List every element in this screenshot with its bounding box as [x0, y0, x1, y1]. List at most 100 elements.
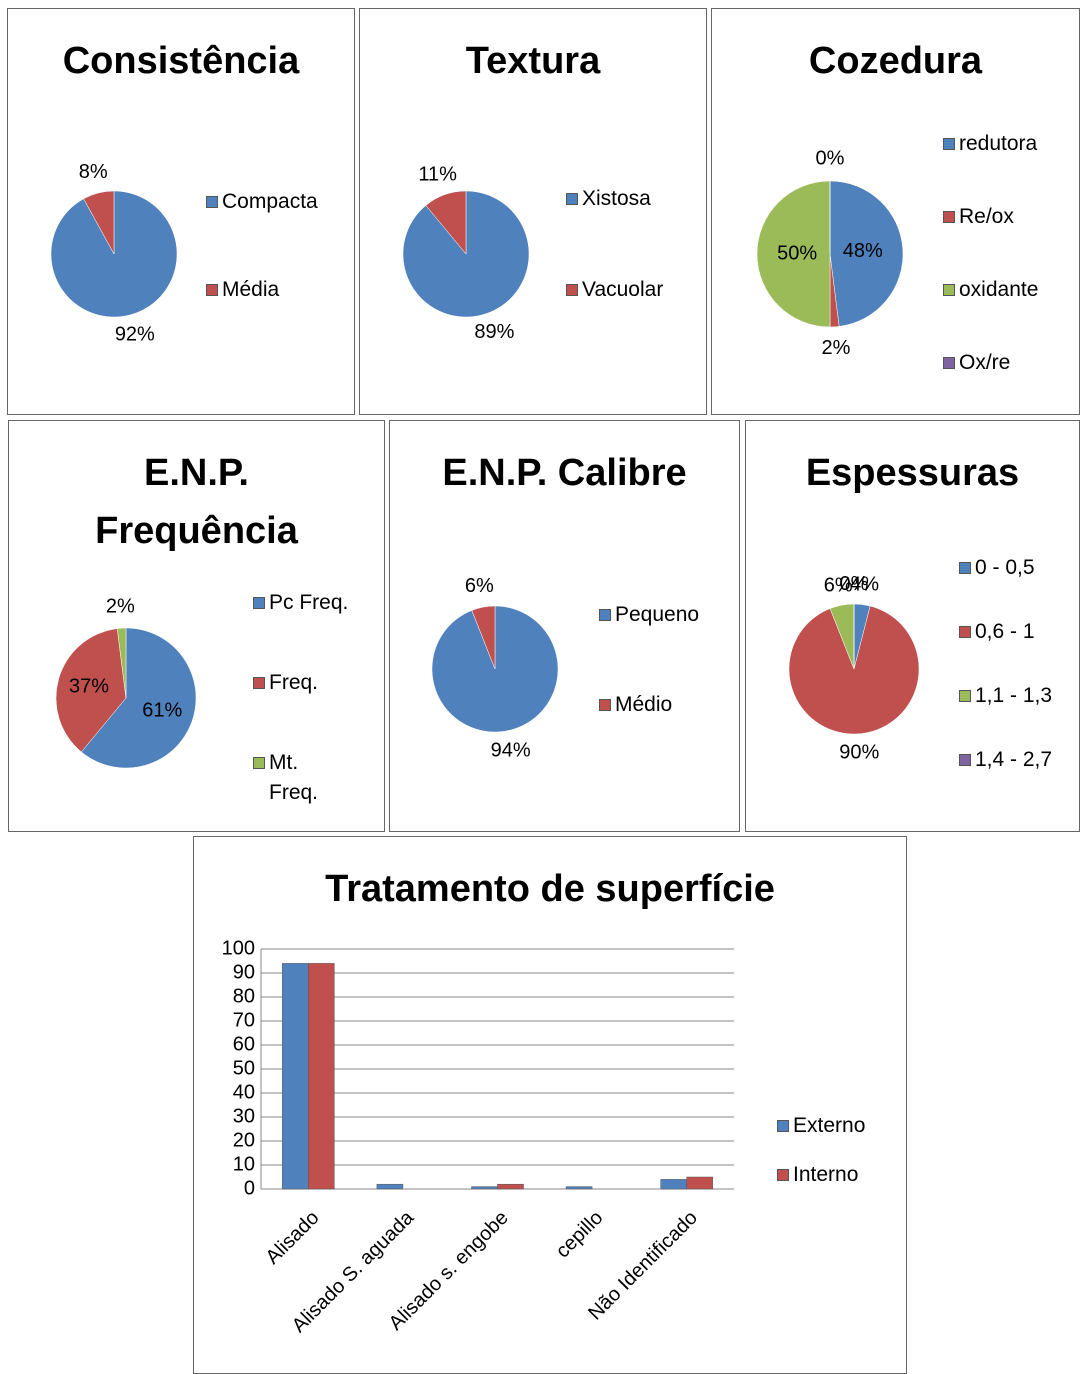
legend-label: 0,6 - 1	[975, 620, 1035, 643]
legend-swatch	[959, 754, 971, 766]
legend-swatch	[253, 597, 265, 609]
legend-label: oxidante	[959, 278, 1039, 301]
legend-item: Mt. Freq.	[253, 748, 349, 808]
legend-label: Interno	[793, 1163, 859, 1186]
plot: 61% 37% 2%	[55, 595, 197, 769]
pie-slice	[425, 190, 467, 255]
bar	[376, 1183, 404, 1190]
chart-panel: Textura 89% 11% Xistosa Vacuolar	[359, 8, 707, 415]
legend-item: Ox/re	[943, 348, 1080, 378]
y-tick-label: 40	[233, 1081, 255, 1103]
y-tick-label: 10	[233, 1153, 255, 1175]
chart-panel: E.N.P. Calibre 94% 6% Pequeno Médio	[389, 420, 740, 832]
data-label: 0%	[840, 573, 869, 595]
legend-item: Médio	[599, 690, 755, 720]
legend-swatch	[777, 1169, 789, 1181]
y-tick-label: 20	[233, 1129, 255, 1151]
legend-swatch	[253, 757, 265, 769]
bar	[471, 1186, 498, 1190]
data-label: 48%	[843, 240, 883, 262]
y-tick-label: 70	[233, 1009, 255, 1031]
legend-swatch	[959, 626, 971, 638]
legend-label: Compacta	[222, 190, 318, 213]
y-tick-label: 50	[233, 1057, 255, 1079]
legend-swatch	[206, 196, 218, 208]
data-label: 4%	[850, 573, 879, 595]
bar	[497, 1183, 524, 1190]
legend-swatch	[943, 284, 955, 296]
legend-item: Pc Freq.	[253, 588, 349, 618]
data-label: 2%	[106, 595, 135, 617]
legend-swatch	[206, 284, 218, 296]
data-label: 6%	[824, 574, 853, 596]
y-tick-label: 100	[222, 937, 255, 959]
y-tick-label: 90	[233, 961, 255, 983]
chart-title: E.N.P. Frequência	[95, 452, 298, 552]
pie-slice	[55, 628, 127, 753]
legend-label: Ox/re	[959, 351, 1011, 374]
chart-panel: Espessuras 4% 90% 6% 0% 0 - 0,5 0,6 - 1 1,1 - 1…	[745, 420, 1080, 832]
legend-item: Externo	[777, 1111, 933, 1141]
chart-title: Espessuras	[805, 452, 1020, 494]
bar	[686, 1176, 713, 1190]
pie-slice	[788, 605, 920, 735]
legend-label: 1,4 - 2,7	[975, 748, 1053, 771]
legend-swatch	[959, 562, 971, 574]
data-label: 37%	[69, 676, 109, 698]
chart-title: E.N.P. Calibre	[442, 452, 687, 494]
legend-swatch	[777, 1120, 789, 1132]
data-label: 94%	[491, 740, 531, 762]
bar	[282, 963, 309, 1190]
legend-item: 1,4 - 2,7	[959, 745, 1080, 775]
legend-item: Interno	[777, 1160, 933, 1190]
legend-item: 1,1 - 1,3	[959, 681, 1080, 711]
legend-item: Vacuolar	[566, 275, 722, 305]
data-label: 92%	[115, 323, 155, 345]
legend-label: Re/ox	[959, 205, 1014, 228]
legend-item: redutora	[943, 129, 1080, 159]
legend-label: Xistosa	[582, 187, 651, 210]
legend-label: 0 - 0,5	[975, 556, 1035, 579]
legend-swatch	[599, 609, 611, 621]
chart-title: Consistência	[62, 40, 300, 82]
chart-title: Tratamento de superfície	[325, 868, 775, 910]
legend-item: Re/ox	[943, 202, 1080, 232]
legend-swatch	[566, 193, 578, 205]
legend-label: Pequeno	[615, 603, 700, 626]
legend-item: 0 - 0,5	[959, 553, 1080, 583]
legend-item: Compacta	[206, 187, 362, 217]
data-label: 90%	[839, 742, 879, 764]
legend-item: Freq.	[253, 668, 349, 698]
data-label: 50%	[777, 242, 817, 264]
legend-swatch	[599, 699, 611, 711]
legend-label: Externo	[793, 1114, 866, 1137]
x-tick-label: cepillo	[552, 1207, 608, 1263]
data-label: 2%	[822, 337, 851, 359]
chart-title: Cozedura	[808, 40, 983, 82]
legend-item: 0,6 - 1	[959, 617, 1080, 647]
legend-label: Mt. Freq.	[269, 751, 319, 804]
plot: 94% 6%	[431, 575, 559, 762]
pie-slice	[83, 190, 115, 255]
legend-swatch	[943, 357, 955, 369]
chart-panel: Consistência 92% 8% Compacta Média	[7, 8, 355, 415]
legend-swatch	[943, 138, 955, 150]
legend-swatch	[943, 211, 955, 223]
legend-item: Pequeno	[599, 600, 755, 630]
y-tick-label: 30	[233, 1105, 255, 1127]
pie-slice	[829, 180, 904, 327]
y-tick-label: 60	[233, 1033, 255, 1055]
chart-title: Textura	[465, 40, 601, 82]
data-label: 8%	[79, 161, 108, 183]
chart-panel: E.N.P. Frequência 61% 37% 2% Pc Freq. Freq. Mt…	[8, 420, 385, 832]
chart-panel: Cozedura 48% 2% 50% 0% redutora Re/ox oxidante O…	[711, 8, 1080, 415]
data-label: 6%	[465, 575, 494, 597]
y-tick-label: 0	[244, 1177, 255, 1199]
pie-slice	[756, 180, 831, 328]
legend-label: Média	[222, 278, 280, 301]
bar	[660, 1179, 687, 1190]
legend-label: 1,1 - 1,3	[975, 684, 1053, 707]
plot: 92% 8%	[50, 161, 178, 345]
